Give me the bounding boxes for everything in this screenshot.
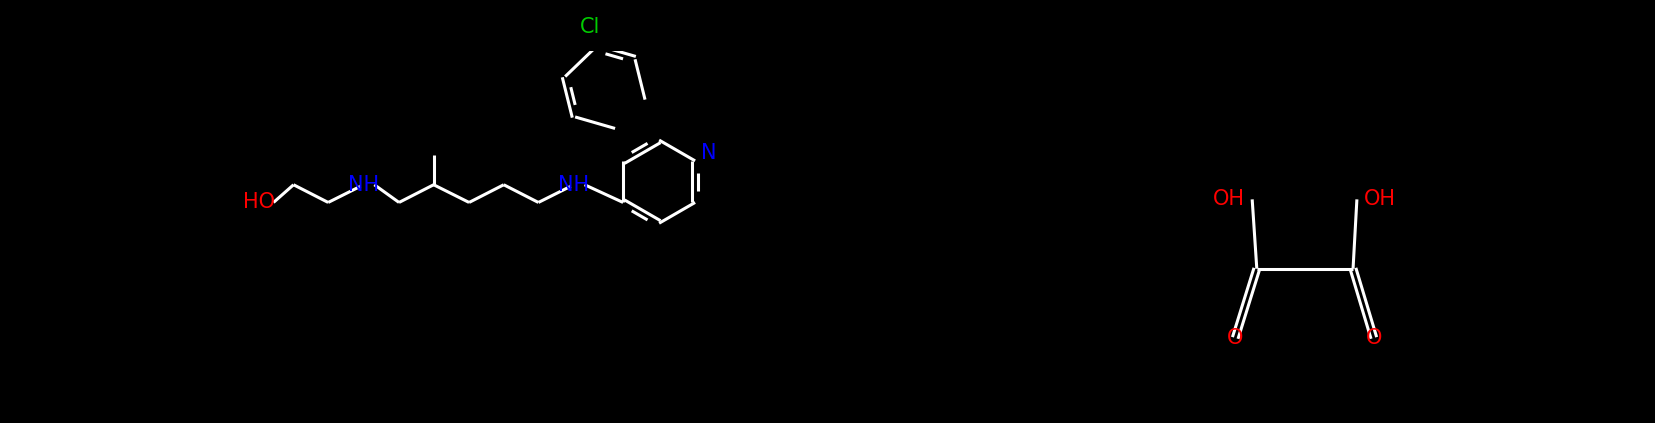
Text: O: O xyxy=(1365,328,1382,348)
Text: Cl: Cl xyxy=(579,17,599,37)
Text: NH: NH xyxy=(348,175,379,195)
Text: HO: HO xyxy=(243,192,275,212)
Text: N: N xyxy=(700,143,715,163)
Text: NH: NH xyxy=(558,175,589,195)
Text: O: O xyxy=(1226,328,1243,348)
Text: OH: OH xyxy=(1213,190,1245,209)
Text: OH: OH xyxy=(1364,190,1395,209)
